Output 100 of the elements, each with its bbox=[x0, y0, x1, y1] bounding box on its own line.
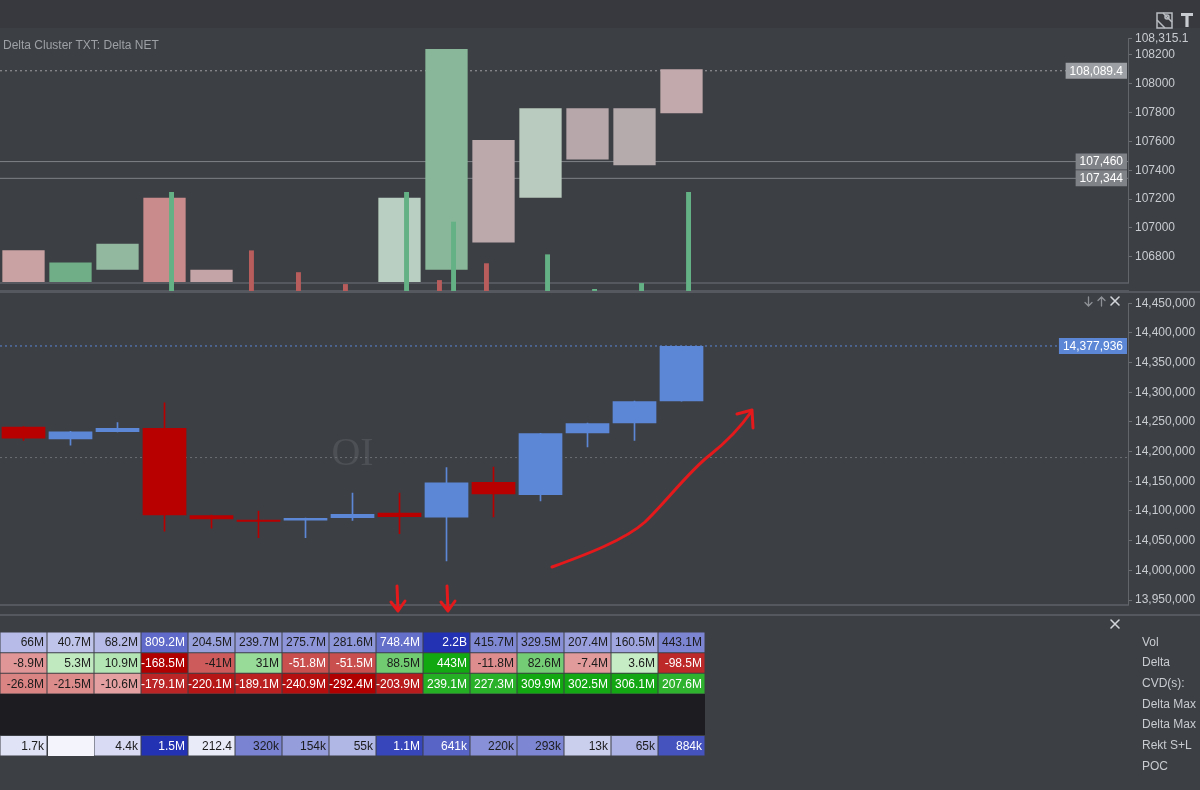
data-label: 443.1M bbox=[661, 635, 702, 650]
data-label: 281.6M bbox=[332, 635, 373, 650]
data-label: 309.9M bbox=[520, 676, 561, 691]
y-tick-label: Rekt S+L bbox=[1142, 738, 1193, 753]
data-label: -7.4M bbox=[577, 655, 608, 670]
y-tick-label: 107600 bbox=[1135, 133, 1176, 148]
data-label: 1.5M bbox=[158, 738, 185, 753]
y-tick-label: POC bbox=[1142, 758, 1169, 773]
y-tick-label: 106800 bbox=[1135, 249, 1176, 264]
data-label: -189.1M bbox=[234, 676, 279, 691]
bar bbox=[96, 243, 139, 270]
data-label: -10.6M bbox=[100, 676, 138, 691]
ref-line-label: 107,344 bbox=[1079, 171, 1124, 186]
data-label: 212.4 bbox=[201, 738, 233, 753]
data-label: 329.5M bbox=[520, 635, 561, 650]
data-label: 31M bbox=[255, 655, 279, 670]
data-label: -11.8M bbox=[477, 655, 514, 670]
bar bbox=[519, 108, 562, 198]
y-tick-label: Delta Max bbox=[1142, 717, 1197, 732]
data-label: 239.1M bbox=[426, 676, 467, 691]
y-tick-label: 108000 bbox=[1135, 75, 1176, 90]
bar bbox=[660, 69, 703, 114]
data-label: -240.9M bbox=[281, 676, 326, 691]
data-label: 2.2B bbox=[442, 635, 467, 650]
y-tick-label: 14,400,000 bbox=[1135, 325, 1196, 340]
data-label: 275.7M bbox=[285, 635, 326, 650]
data-label: 415.7M bbox=[473, 635, 514, 650]
data-label: 5.3M bbox=[64, 655, 91, 670]
data-label: -168.5M bbox=[140, 655, 185, 670]
data-label: -26.8M bbox=[6, 676, 44, 691]
data-label: 68.2M bbox=[104, 635, 138, 650]
bar bbox=[425, 49, 468, 270]
bar bbox=[2, 250, 45, 283]
data-label: 220k bbox=[487, 738, 515, 753]
y-tick-label: 14,050,000 bbox=[1135, 532, 1196, 547]
data-label: -51.8M bbox=[288, 655, 326, 670]
data-label: 88.5M bbox=[386, 655, 420, 670]
data-label: 207.4M bbox=[567, 635, 608, 650]
bar bbox=[295, 272, 301, 291]
data-label: 66M bbox=[20, 635, 44, 650]
data-label: 10.9M bbox=[104, 655, 138, 670]
data-label: 302.5M bbox=[567, 676, 608, 691]
bar bbox=[169, 192, 175, 291]
data-label: -179.1M bbox=[140, 676, 185, 691]
data-label: 293k bbox=[534, 738, 562, 753]
data-label: 306.1M bbox=[614, 676, 655, 691]
y-tick-label: Vol bbox=[1142, 634, 1159, 649]
data-label: 748.4M bbox=[379, 635, 420, 650]
y-tick-label: 107400 bbox=[1135, 162, 1176, 177]
bar bbox=[49, 262, 92, 283]
data-label: -203.9M bbox=[375, 676, 420, 691]
bar bbox=[566, 108, 609, 160]
ref-line-label: 108,089.4 bbox=[1069, 63, 1124, 78]
data-label: 4.4k bbox=[115, 738, 139, 753]
data-label: -220.1M bbox=[187, 676, 232, 691]
data-label: 1.7k bbox=[21, 738, 45, 753]
data-label: 55k bbox=[353, 738, 374, 753]
data-label: 65k bbox=[635, 738, 656, 753]
bar bbox=[342, 284, 348, 291]
data-label: 154k bbox=[299, 738, 327, 753]
data-label: 320k bbox=[252, 738, 280, 753]
data-label: 204.5M bbox=[191, 635, 232, 650]
bar bbox=[545, 254, 551, 291]
data-label: -21.5M bbox=[53, 676, 91, 691]
bar bbox=[472, 139, 515, 243]
bar bbox=[483, 263, 489, 291]
data-label: -51.5M bbox=[335, 655, 373, 670]
data-label: 13k bbox=[588, 738, 609, 753]
bar bbox=[639, 283, 645, 291]
bar bbox=[404, 192, 410, 291]
data-label: 3.6M bbox=[628, 655, 655, 670]
data-label: 1.1M bbox=[393, 738, 420, 753]
bar bbox=[686, 192, 692, 291]
data-label: 239.7M bbox=[238, 635, 279, 650]
chart-title: Delta Cluster TXT: Delta NET bbox=[3, 37, 160, 52]
data-label: -41M bbox=[204, 655, 232, 670]
ref-line-label: 14,377,936 bbox=[1062, 338, 1124, 353]
data-label: -292.4M bbox=[328, 676, 373, 691]
data-label: 227.3M bbox=[473, 676, 514, 691]
y-tick-label: Delta Max bbox=[1142, 696, 1197, 711]
y-tick-label: 108,315.1 bbox=[1135, 30, 1189, 45]
y-tick-label: 14,250,000 bbox=[1135, 414, 1196, 429]
y-tick-label: 14,350,000 bbox=[1135, 354, 1196, 369]
bar bbox=[451, 221, 457, 291]
y-tick-label: Delta bbox=[1142, 655, 1171, 670]
y-tick-label: 107800 bbox=[1135, 104, 1176, 119]
bar bbox=[436, 280, 442, 291]
data-label: -98.5M bbox=[664, 655, 702, 670]
y-tick-label: 108200 bbox=[1135, 47, 1176, 62]
y-tick-label: 14,100,000 bbox=[1135, 503, 1196, 518]
data-label: 641k bbox=[440, 738, 468, 753]
data-label: 207.6M bbox=[661, 676, 702, 691]
y-tick-label: 14,200,000 bbox=[1135, 443, 1196, 458]
ref-line-label: 107,460 bbox=[1079, 154, 1124, 169]
bar bbox=[190, 269, 233, 283]
data-label: 809.2M bbox=[144, 635, 185, 650]
y-tick-label: 107200 bbox=[1135, 191, 1176, 206]
y-tick-label: 14,300,000 bbox=[1135, 384, 1196, 399]
y-tick-label: 14,450,000 bbox=[1135, 295, 1196, 310]
y-tick-label: 107000 bbox=[1135, 220, 1176, 235]
